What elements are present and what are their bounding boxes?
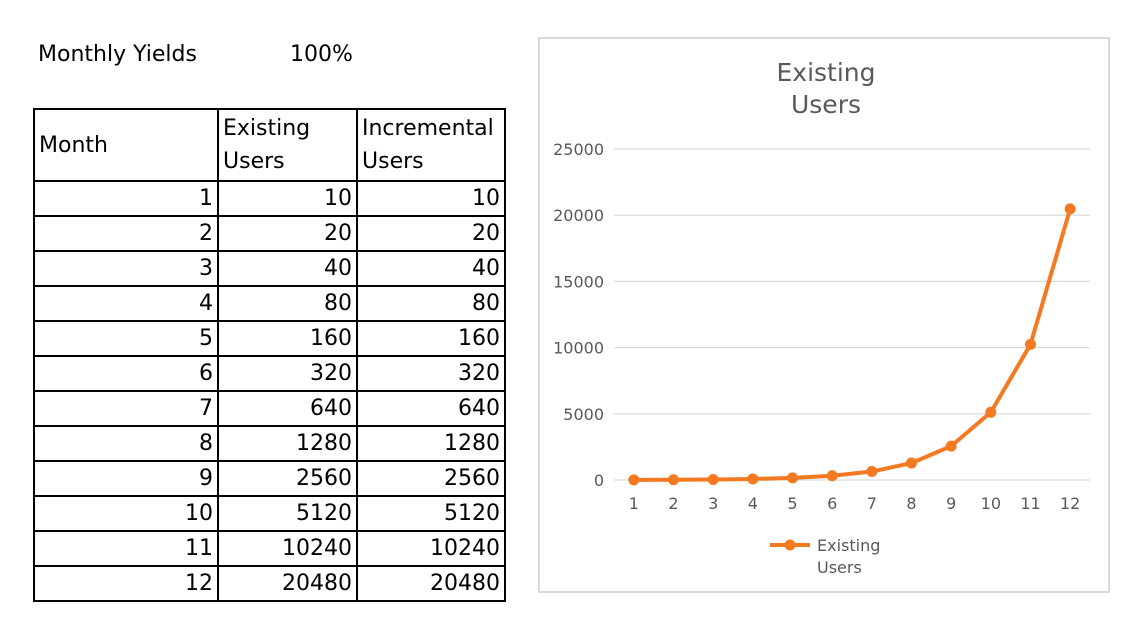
cell-incremental-users[interactable]: 80 [356, 285, 506, 322]
data-point[interactable] [826, 470, 838, 482]
cell-incremental-users[interactable]: 5120 [356, 495, 506, 532]
existing-users-chart[interactable]: Existing Users 0 5000 10000 15000 20000 25000 1 2… [538, 37, 1110, 593]
cell-existing-users[interactable]: 320 [217, 355, 358, 392]
legend-marker [784, 539, 796, 551]
cell-existing-users[interactable]: 1280 [217, 425, 358, 462]
cell-incremental-users[interactable]: 40 [356, 250, 506, 287]
x-tick-label: 4 [748, 494, 758, 513]
y-tick-label: 0 [594, 471, 604, 490]
y-tick-label: 15000 [553, 272, 604, 291]
table-row: 6 320 320 [33, 355, 506, 392]
cell-month[interactable]: 3 [33, 250, 219, 287]
data-point[interactable] [906, 457, 917, 469]
x-tick-label: 2 [668, 494, 678, 513]
cell-existing-users[interactable]: 640 [217, 390, 358, 427]
table-row: 12 20480 20480 [33, 565, 506, 602]
table-row: 2 20 20 [33, 215, 506, 252]
y-tick-label: 5000 [563, 405, 604, 424]
table-row: 10 5120 5120 [33, 495, 506, 532]
cell-existing-users[interactable]: 10240 [217, 530, 358, 567]
header-existing-users[interactable]: Existing Users [217, 108, 358, 182]
table-row: 9 2560 2560 [33, 460, 506, 497]
data-point[interactable] [628, 474, 640, 486]
table-row: 7 640 640 [33, 390, 506, 427]
data-point[interactable] [707, 473, 719, 485]
table-body: 1 10 10 2 20 20 3 40 40 4 80 80 5 160 160 6 320 320 7 640 64… [33, 180, 506, 602]
header-month[interactable]: Month [33, 108, 219, 182]
cell-incremental-users[interactable]: 1280 [356, 425, 506, 462]
monthly-yields-label: Monthly Yields [38, 42, 197, 67]
cell-month[interactable]: 7 [33, 390, 219, 427]
cell-month[interactable]: 6 [33, 355, 219, 392]
cell-incremental-users[interactable]: 160 [356, 320, 506, 357]
data-point[interactable] [747, 473, 759, 485]
table-row: 3 40 40 [33, 250, 506, 287]
x-tick-label: 12 [1060, 494, 1080, 513]
data-point[interactable] [1064, 203, 1076, 215]
data-point[interactable] [945, 440, 957, 452]
data-point[interactable] [668, 474, 679, 486]
cell-month[interactable]: 5 [33, 320, 219, 357]
cell-incremental-users[interactable]: 2560 [356, 460, 506, 497]
y-tick-label: 10000 [553, 339, 604, 358]
cell-month[interactable]: 8 [33, 425, 219, 462]
table-row: 4 80 80 [33, 285, 506, 322]
cell-incremental-users[interactable]: 640 [356, 390, 506, 427]
x-tick-label: 8 [906, 494, 916, 513]
monthly-yields-value[interactable]: 100% [290, 42, 353, 67]
cell-incremental-users[interactable]: 20480 [356, 565, 506, 602]
series-line [633, 208, 1073, 482]
cell-incremental-users[interactable]: 10 [356, 180, 506, 217]
cell-incremental-users[interactable]: 20 [356, 215, 506, 252]
cell-existing-users[interactable]: 2560 [217, 460, 358, 497]
cell-month[interactable]: 11 [33, 530, 219, 567]
x-tick-label: 3 [708, 494, 718, 513]
x-tick-label: 7 [867, 494, 877, 513]
x-tick-label: 1 [629, 494, 639, 513]
cell-month[interactable]: 9 [33, 460, 219, 497]
data-point[interactable] [985, 406, 997, 418]
x-tick-label: 10 [981, 494, 1001, 513]
header-incremental-users[interactable]: Incremental Users [356, 108, 506, 182]
legend[interactable]: Existing Users [770, 536, 880, 577]
cell-month[interactable]: 4 [33, 285, 219, 322]
x-tick-label: 6 [827, 494, 837, 513]
cell-month[interactable]: 12 [33, 565, 219, 602]
data-point[interactable] [866, 466, 878, 478]
table-row: 8 1280 1280 [33, 425, 506, 462]
legend-label: Existing Users [817, 536, 880, 577]
table-row: 11 10240 10240 [33, 530, 506, 567]
x-tick-label: 9 [946, 494, 956, 513]
cell-existing-users[interactable]: 20480 [217, 565, 358, 602]
cell-existing-users[interactable]: 20 [217, 215, 358, 252]
cell-month[interactable]: 10 [33, 495, 219, 532]
y-tick-label: 20000 [553, 206, 604, 225]
cell-existing-users[interactable]: 5120 [217, 495, 358, 532]
cell-month[interactable]: 2 [33, 215, 219, 252]
chart-title: Existing Users [776, 58, 875, 119]
x-tick-label: 11 [1020, 494, 1040, 513]
cell-incremental-users[interactable]: 320 [356, 355, 506, 392]
x-tick-label: 5 [787, 494, 797, 513]
table-row: 1 10 10 [33, 180, 506, 217]
table-header-row: Month Existing Users Incremental Users [33, 108, 506, 182]
table-row: 5 160 160 [33, 320, 506, 357]
cell-existing-users[interactable]: 80 [217, 285, 358, 322]
data-point[interactable] [1025, 338, 1036, 350]
cell-existing-users[interactable]: 160 [217, 320, 358, 357]
cell-existing-users[interactable]: 40 [217, 250, 358, 287]
users-table: Month Existing Users Incremental Users 1… [33, 108, 506, 602]
y-tick-label: 25000 [553, 140, 604, 159]
data-point[interactable] [787, 472, 798, 484]
cell-incremental-users[interactable]: 10240 [356, 530, 506, 567]
cell-existing-users[interactable]: 10 [217, 180, 358, 217]
cell-month[interactable]: 1 [33, 180, 219, 217]
